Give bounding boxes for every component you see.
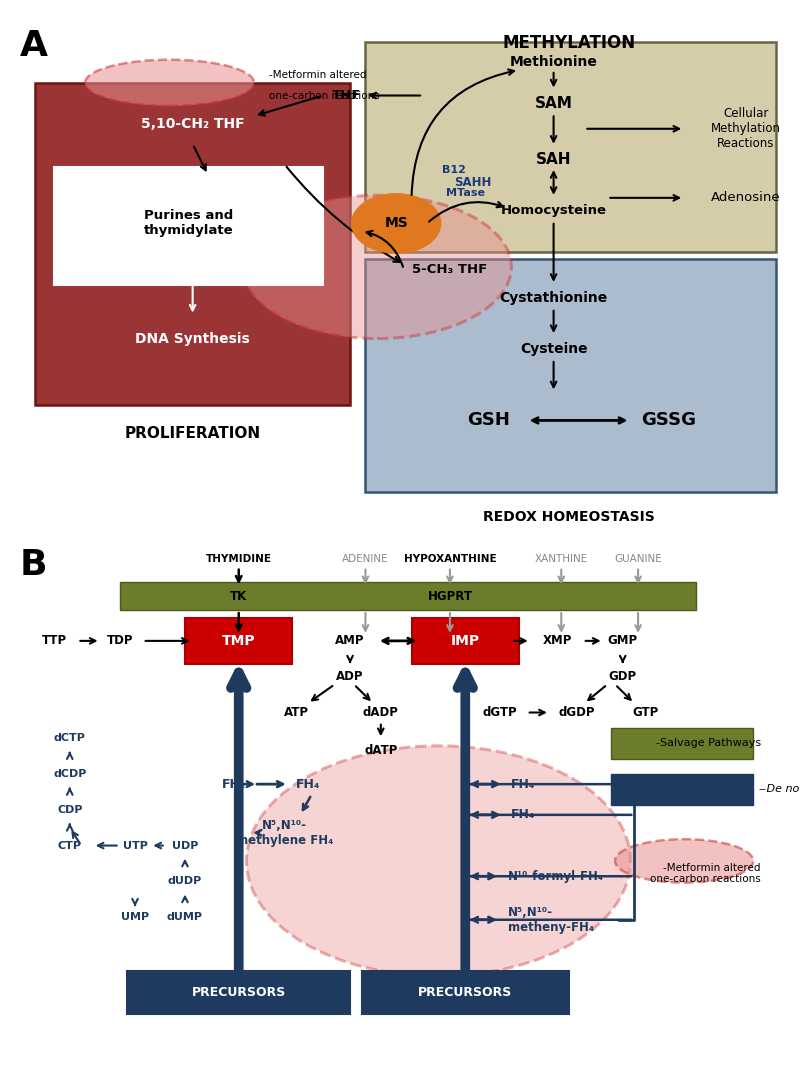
- Text: ATP: ATP: [284, 706, 309, 718]
- Text: dGDP: dGDP: [558, 706, 595, 718]
- Text: dADP: dADP: [363, 706, 398, 718]
- Text: Adenosine: Adenosine: [710, 192, 781, 205]
- Text: PRECURSORS: PRECURSORS: [418, 986, 513, 1000]
- Text: dUDP: dUDP: [168, 876, 202, 886]
- Text: dCTP: dCTP: [54, 733, 86, 743]
- Text: REDOX HOMEOSTASIS: REDOX HOMEOSTASIS: [483, 510, 655, 524]
- Text: DNA Synthesis: DNA Synthesis: [135, 332, 250, 345]
- FancyBboxPatch shape: [120, 582, 696, 610]
- Text: N¹⁰-formyl-FH₄: N¹⁰-formyl-FH₄: [507, 870, 604, 883]
- FancyBboxPatch shape: [362, 971, 569, 1015]
- Text: dGTP: dGTP: [482, 706, 517, 718]
- Text: FH₄: FH₄: [511, 808, 536, 821]
- FancyBboxPatch shape: [185, 618, 293, 664]
- Ellipse shape: [615, 839, 754, 883]
- Text: MS: MS: [384, 216, 408, 230]
- Text: Cystathionine: Cystathionine: [499, 291, 608, 305]
- Text: N⁵,N¹⁰-
methylene FH₄: N⁵,N¹⁰- methylene FH₄: [236, 819, 334, 846]
- Text: ADP: ADP: [336, 671, 364, 683]
- Text: dATP: dATP: [364, 744, 398, 757]
- Text: HYPOXANTHINE: HYPOXANTHINE: [404, 554, 496, 564]
- Text: Cellular
Methylation
Reactions: Cellular Methylation Reactions: [710, 108, 781, 150]
- Text: -Salvage Pathways: -Salvage Pathways: [656, 739, 761, 748]
- Text: GUANINE: GUANINE: [614, 554, 662, 564]
- Text: GTP: GTP: [633, 706, 659, 718]
- Text: TTP: TTP: [42, 634, 67, 647]
- Ellipse shape: [85, 60, 254, 106]
- Text: Cysteine: Cysteine: [520, 342, 587, 356]
- Text: THF: THF: [331, 90, 361, 102]
- Text: GSSG: GSSG: [642, 411, 696, 430]
- Text: METHYLATION: METHYLATION: [502, 34, 635, 52]
- Text: TK: TK: [230, 589, 247, 603]
- Text: - De novo Pathways: - De novo Pathways: [759, 785, 800, 794]
- Text: A: A: [20, 29, 48, 63]
- Text: TMP: TMP: [222, 634, 255, 648]
- FancyBboxPatch shape: [611, 774, 754, 805]
- Text: THYMIDINE: THYMIDINE: [206, 554, 272, 564]
- Text: N⁵,N¹⁰-
metheny-FH₄: N⁵,N¹⁰- metheny-FH₄: [507, 906, 594, 934]
- Text: dUMP: dUMP: [167, 912, 203, 922]
- Text: -: -: [761, 785, 765, 794]
- Text: GDP: GDP: [609, 671, 637, 683]
- Text: Purines and
thymidylate: Purines and thymidylate: [144, 209, 234, 238]
- Text: ADENINE: ADENINE: [342, 554, 389, 564]
- Text: TDP: TDP: [106, 634, 133, 647]
- Text: CTP: CTP: [58, 841, 82, 851]
- Text: GMP: GMP: [608, 634, 638, 647]
- FancyBboxPatch shape: [54, 167, 323, 285]
- Text: XMP: XMP: [542, 634, 572, 647]
- Text: B: B: [20, 548, 47, 582]
- Text: SAHH: SAHH: [454, 176, 491, 189]
- Text: HGPRT: HGPRT: [427, 589, 473, 603]
- Circle shape: [352, 194, 441, 253]
- Text: SAH: SAH: [536, 152, 571, 167]
- Text: B12: B12: [442, 165, 466, 175]
- Text: SAM: SAM: [534, 96, 573, 111]
- Text: UMP: UMP: [121, 912, 149, 922]
- Text: CDP: CDP: [57, 805, 82, 814]
- FancyBboxPatch shape: [127, 971, 350, 1015]
- FancyBboxPatch shape: [366, 259, 776, 492]
- Text: UTP: UTP: [122, 841, 147, 851]
- Text: AMP: AMP: [335, 634, 365, 647]
- Text: XANTHINE: XANTHINE: [534, 554, 588, 564]
- Text: MTase: MTase: [446, 188, 485, 197]
- Text: FH₂: FH₂: [222, 778, 246, 791]
- Text: FH₄: FH₄: [511, 778, 536, 791]
- Text: one-carbon reactions: one-carbon reactions: [270, 91, 380, 100]
- FancyBboxPatch shape: [35, 83, 350, 405]
- Text: PROLIFERATION: PROLIFERATION: [125, 425, 261, 440]
- Ellipse shape: [242, 195, 511, 339]
- Text: GSH: GSH: [467, 411, 510, 430]
- Text: IMP: IMP: [450, 634, 480, 648]
- Text: -Metformin altered: -Metformin altered: [270, 70, 367, 80]
- Text: 5,10-CH₂ THF: 5,10-CH₂ THF: [141, 116, 245, 131]
- Text: 5-CH₃ THF: 5-CH₃ THF: [411, 263, 486, 276]
- Text: -Metformin altered
one-carbon reactions: -Metformin altered one-carbon reactions: [650, 862, 761, 885]
- Text: PRECURSORS: PRECURSORS: [191, 986, 286, 1000]
- Text: Methionine: Methionine: [510, 55, 598, 69]
- Ellipse shape: [246, 746, 630, 976]
- Text: dCDP: dCDP: [53, 769, 86, 779]
- FancyBboxPatch shape: [611, 728, 754, 759]
- FancyBboxPatch shape: [366, 42, 776, 252]
- Text: UDP: UDP: [172, 841, 198, 851]
- FancyBboxPatch shape: [411, 618, 519, 664]
- Text: Homocysteine: Homocysteine: [501, 205, 606, 217]
- Text: FH₄: FH₄: [296, 778, 321, 791]
